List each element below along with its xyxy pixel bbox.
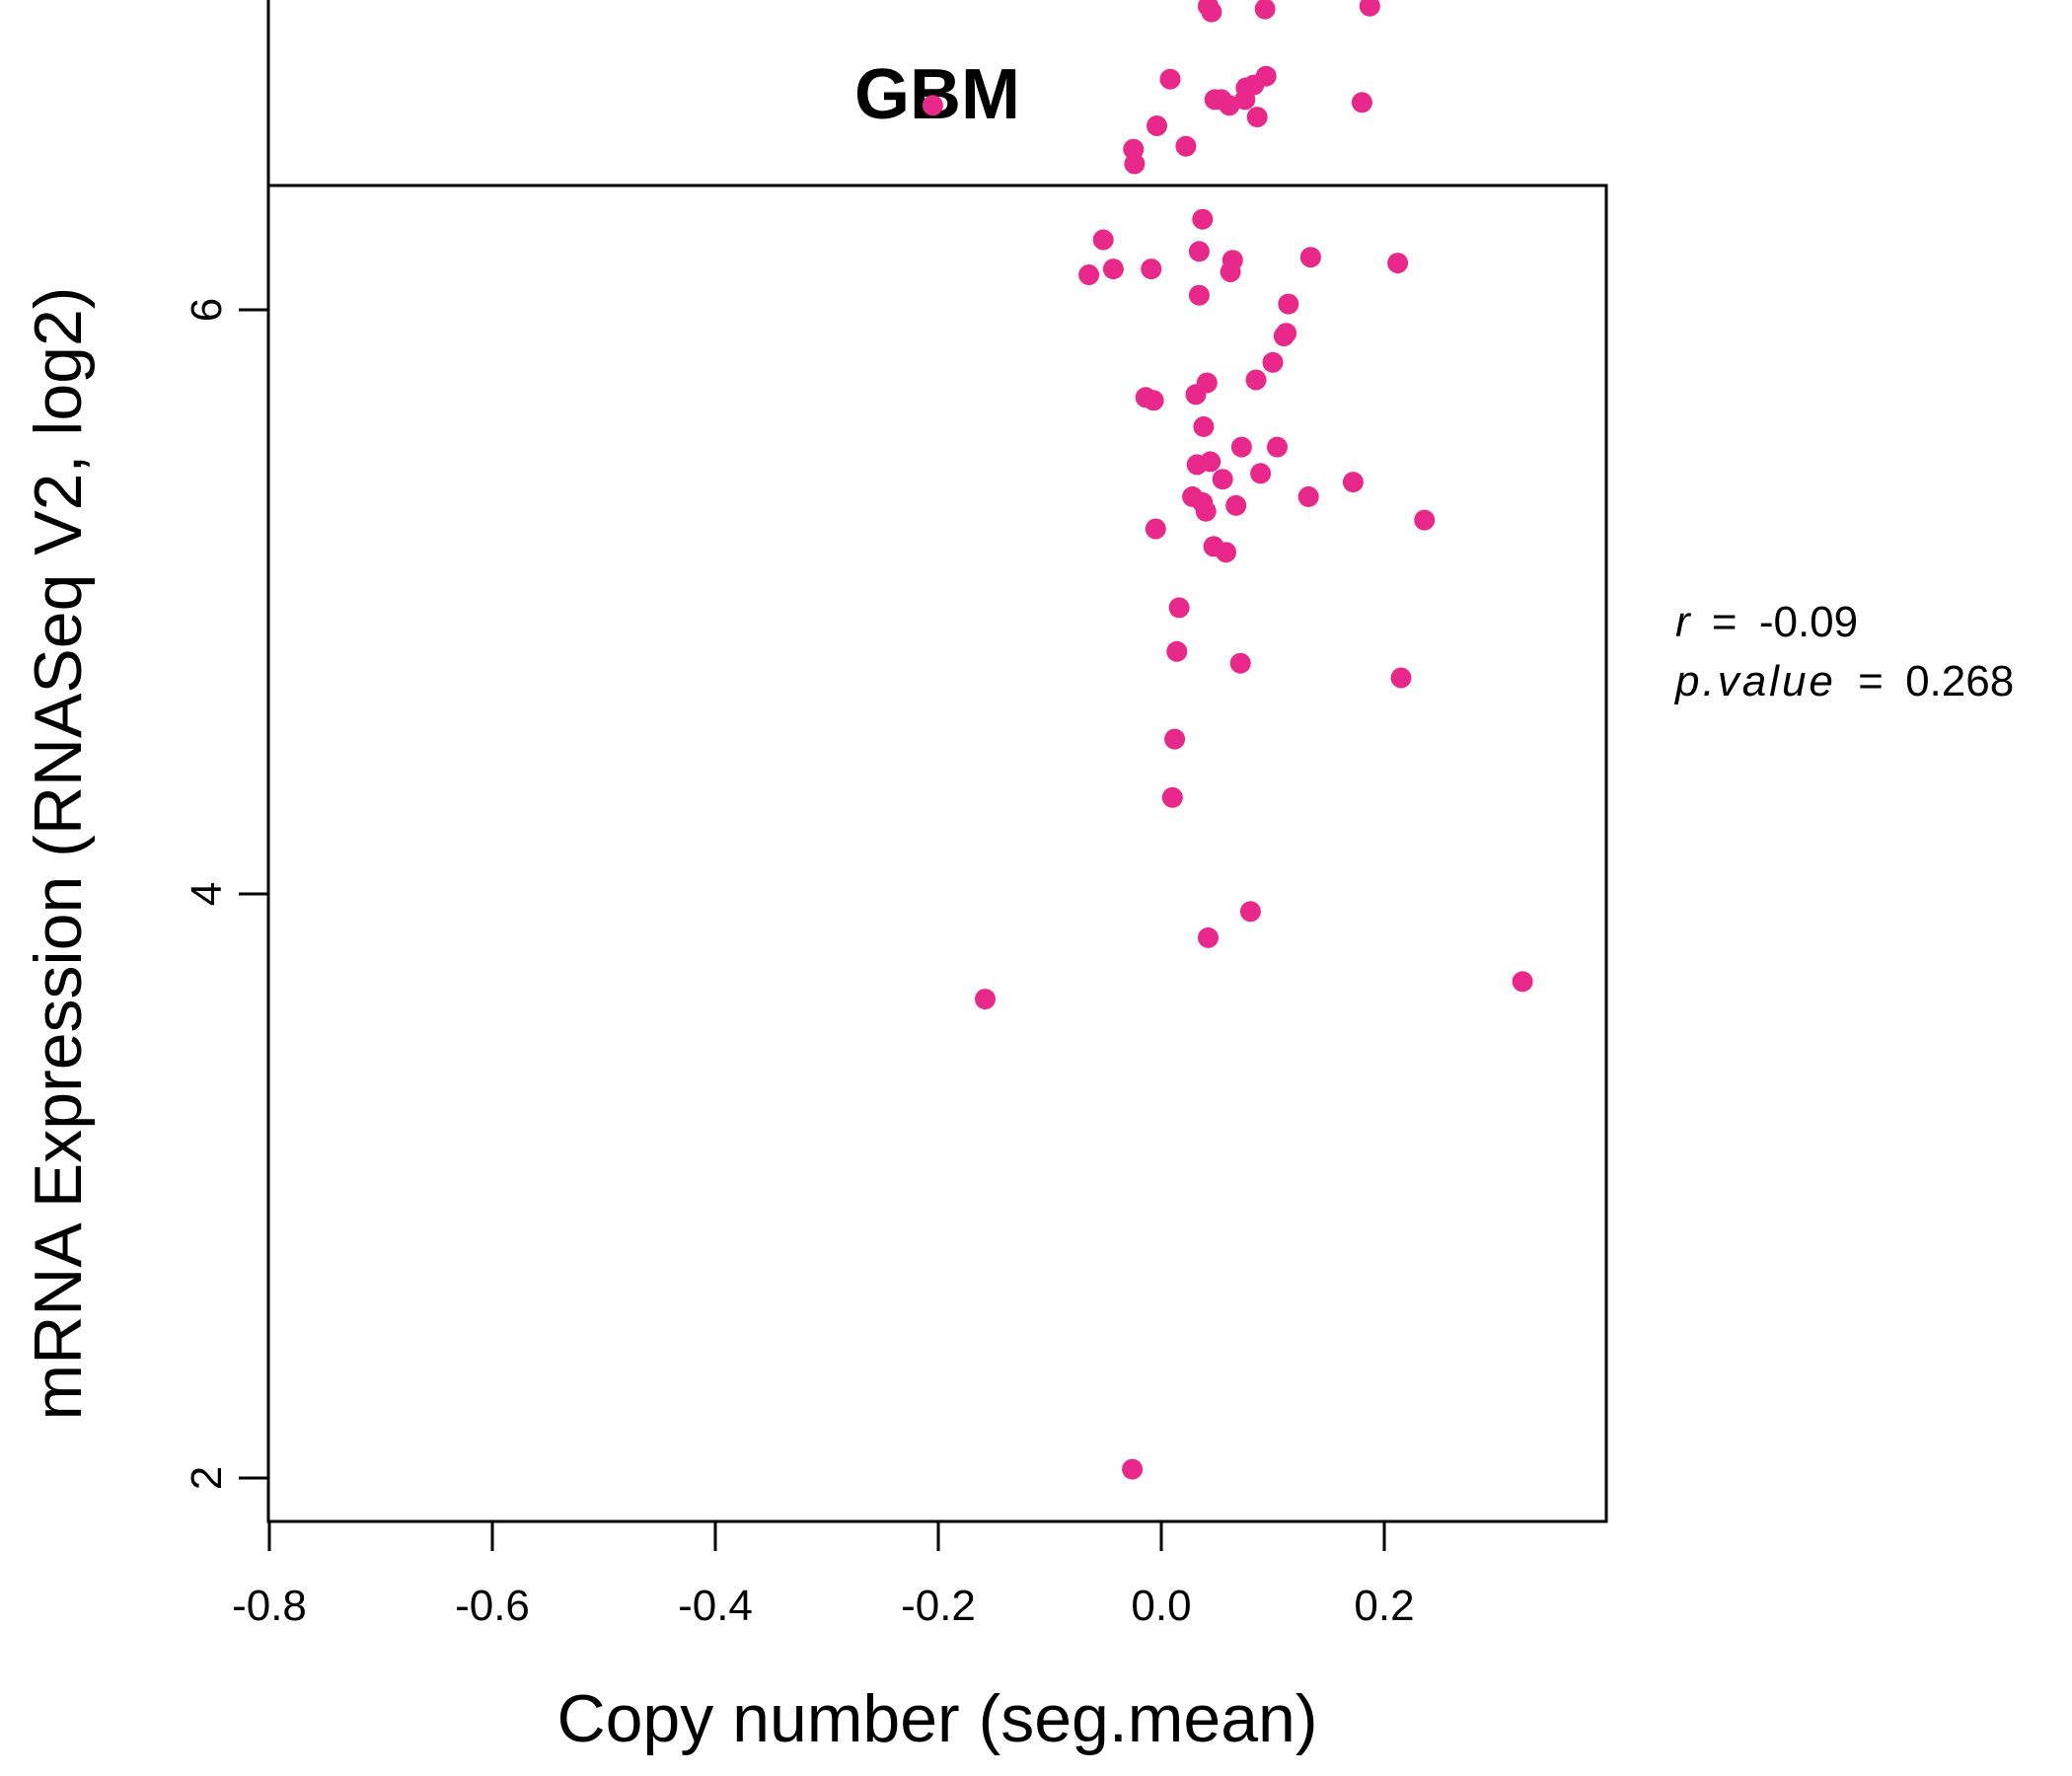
data-point: [1512, 971, 1533, 993]
x-tick-label: -0.4: [678, 1582, 753, 1630]
data-point: [1225, 494, 1247, 516]
data-point: [1239, 901, 1261, 923]
data-point: [1200, 451, 1221, 473]
data-point: [1164, 728, 1186, 750]
y-tick-label: 4: [183, 882, 231, 906]
data-point: [1168, 597, 1190, 619]
data-point: [1246, 107, 1268, 128]
data-point: [1078, 264, 1100, 285]
data-point: [1145, 518, 1166, 540]
y-tick-label: 2: [183, 1466, 231, 1490]
stat-r-symbol: r: [1675, 598, 1692, 646]
data-point: [1351, 92, 1372, 113]
data-point: [1122, 1458, 1144, 1480]
data-point: [1414, 509, 1436, 531]
y-axis: 246810: [183, 0, 270, 1490]
data-point: [1254, 0, 1276, 20]
data-point: [1196, 372, 1218, 394]
x-tick-label: -0.6: [455, 1582, 530, 1630]
data-point: [1262, 351, 1284, 373]
stat-p-symbol: p.value: [1673, 657, 1836, 705]
stat-r-equals: =: [1712, 598, 1738, 646]
data-point: [1216, 542, 1236, 563]
data-point: [1124, 153, 1146, 175]
data-point: [1276, 323, 1297, 344]
data-point: [1192, 208, 1214, 230]
stat-r-line: r = -0.09: [1675, 598, 1858, 646]
data-point: [1143, 390, 1164, 411]
x-tick-label: -0.8: [232, 1582, 307, 1630]
x-tick-label: 0.0: [1131, 1582, 1191, 1630]
data-point: [1212, 469, 1233, 490]
data-point: [1219, 95, 1240, 116]
data-point: [1230, 436, 1252, 458]
stat-p-line: p.value = 0.268: [1673, 657, 2014, 705]
correlation-stats: r = -0.09 p.value = 0.268: [1673, 598, 2014, 705]
data-point: [1198, 926, 1219, 948]
data-point: [1102, 259, 1124, 280]
x-tick-label: 0.2: [1354, 1582, 1414, 1630]
data-point: [1229, 652, 1251, 674]
data-point: [975, 989, 996, 1010]
data-point: [1147, 115, 1167, 136]
data-point: [1141, 259, 1162, 280]
data-point: [922, 95, 943, 116]
x-tick-label: -0.2: [901, 1582, 976, 1630]
y-axis-label: mRNA Expression (RNASeq V2, log2): [21, 287, 96, 1421]
y-tick-label: 6: [183, 298, 231, 322]
data-point: [1390, 667, 1412, 689]
x-axis-label: Copy number (seg.mean): [556, 1681, 1317, 1756]
data-point: [1201, 1, 1222, 23]
data-point: [1299, 247, 1321, 268]
data-point: [1267, 436, 1288, 458]
stat-p-equals: =: [1858, 657, 1884, 705]
data-point: [1092, 229, 1114, 251]
data-point: [1188, 241, 1210, 262]
chart-title: GBM: [854, 55, 1020, 134]
data-point: [1297, 485, 1319, 507]
data-point: [1245, 369, 1267, 391]
data-point: [1387, 253, 1409, 274]
data-point: [1342, 472, 1364, 493]
data-point: [1166, 640, 1188, 662]
data-point: [1193, 415, 1215, 437]
plot-frame: [266, 184, 1608, 1523]
data-point: [1221, 250, 1243, 271]
data-point: [1175, 135, 1197, 157]
data-point: [1255, 65, 1277, 87]
data-point: [1159, 68, 1181, 90]
stat-r-value: -0.09: [1759, 598, 1858, 646]
data-point: [1195, 500, 1217, 522]
stat-p-value: 0.268: [1905, 657, 2014, 705]
data-point: [1359, 0, 1380, 17]
data-point: [1161, 786, 1183, 808]
data-point: [1278, 293, 1299, 315]
x-axis: -0.8 -0.6 -0.4 -0.2 0.0 0.2: [232, 1519, 1415, 1630]
data-point: [1250, 463, 1272, 484]
points-layer: [922, 0, 1533, 1480]
data-point: [1188, 284, 1210, 306]
